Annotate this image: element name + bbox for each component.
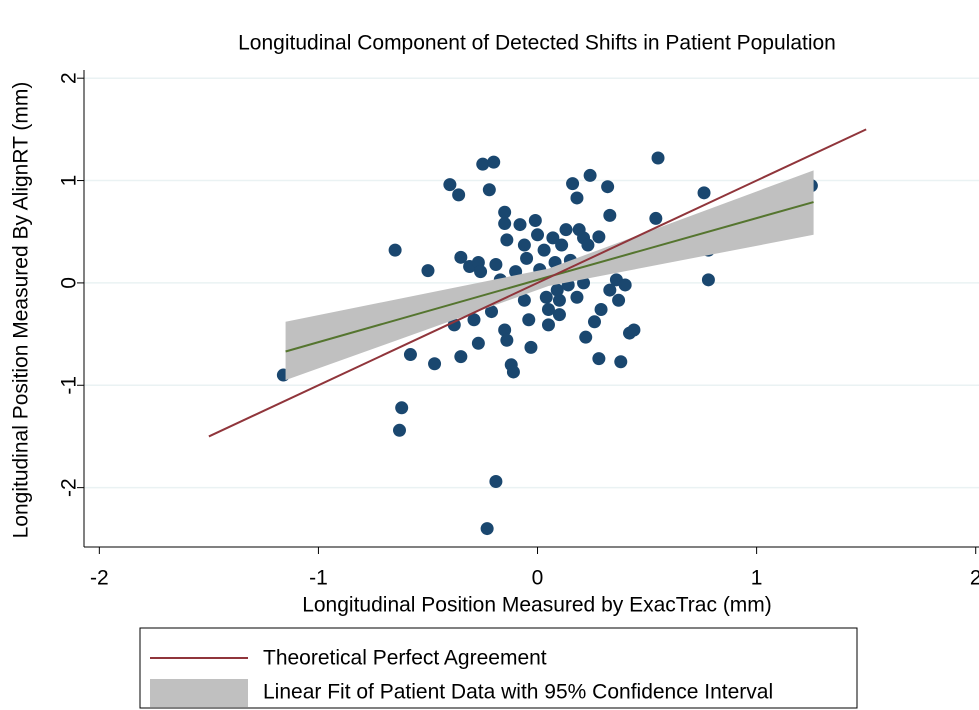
- point: [489, 257, 503, 271]
- point: [618, 278, 632, 292]
- x-tick-label: 2: [970, 567, 979, 590]
- point: [552, 308, 566, 322]
- point: [524, 340, 538, 354]
- point: [612, 293, 626, 307]
- point: [480, 522, 494, 536]
- y-tick-label: 1: [58, 175, 81, 187]
- reference-line: [208, 128, 867, 438]
- point: [506, 365, 520, 379]
- y-tick-label: -2: [58, 478, 81, 497]
- point: [454, 350, 468, 364]
- point: [592, 352, 606, 366]
- point: [541, 318, 555, 332]
- point: [474, 265, 488, 279]
- point: [531, 228, 545, 242]
- point: [447, 318, 461, 332]
- point: [482, 183, 496, 197]
- point: [498, 323, 512, 337]
- point: [454, 250, 468, 264]
- x-tick-label: 1: [751, 567, 763, 590]
- point: [443, 178, 457, 192]
- point: [522, 313, 536, 327]
- point: [452, 188, 466, 202]
- point: [587, 315, 601, 329]
- point: [614, 355, 628, 369]
- y-tick-label: 0: [58, 277, 81, 289]
- point: [428, 357, 442, 371]
- point: [467, 313, 481, 327]
- point: [500, 233, 514, 247]
- point: [581, 238, 595, 252]
- point: [566, 177, 580, 191]
- point: [489, 474, 503, 488]
- legend-band-swatch: [150, 679, 248, 707]
- point: [701, 273, 715, 287]
- point: [392, 423, 406, 437]
- point: [500, 333, 514, 347]
- point: [649, 211, 663, 225]
- point: [476, 157, 490, 171]
- x-tick-label: -2: [90, 567, 109, 590]
- point: [471, 336, 485, 350]
- point: [570, 191, 584, 205]
- point: [559, 223, 573, 237]
- point: [570, 290, 584, 304]
- point: [555, 238, 569, 252]
- x-tick-label: -1: [309, 567, 328, 590]
- point: [627, 323, 641, 337]
- point: [603, 283, 617, 297]
- point: [498, 205, 512, 219]
- y-axis-title: Longitudinal Position Measured By AlignR…: [10, 82, 33, 539]
- point: [594, 303, 608, 317]
- point: [550, 283, 564, 297]
- point: [388, 243, 402, 257]
- point: [601, 180, 615, 194]
- legend-label: Linear Fit of Patient Data with 95% Conf…: [263, 681, 773, 704]
- confidence-band: [285, 170, 814, 381]
- point: [517, 293, 531, 307]
- point: [539, 290, 553, 304]
- point: [487, 155, 501, 169]
- point: [546, 231, 560, 245]
- legend-label: Theoretical Perfect Agreement: [263, 647, 547, 670]
- point: [498, 217, 512, 231]
- point: [697, 186, 711, 200]
- point: [592, 230, 606, 244]
- legend-box: [139, 627, 858, 709]
- point: [603, 208, 617, 222]
- point: [541, 303, 555, 317]
- point: [485, 305, 499, 319]
- point: [579, 330, 593, 344]
- y-tick-label: 2: [58, 72, 81, 84]
- point: [528, 213, 542, 227]
- point: [517, 238, 531, 252]
- point: [537, 243, 551, 257]
- point: [395, 401, 409, 415]
- point: [403, 348, 417, 362]
- x-tick-label: 0: [532, 567, 544, 590]
- point: [651, 151, 665, 165]
- chart-title: Longitudinal Component of Detected Shift…: [238, 32, 836, 55]
- point: [520, 251, 534, 265]
- point: [421, 264, 435, 278]
- point: [513, 218, 527, 232]
- y-tick-label: -1: [58, 376, 81, 395]
- point: [552, 293, 566, 307]
- point: [583, 168, 597, 182]
- x-axis-title: Longitudinal Position Measured by ExacTr…: [302, 594, 772, 617]
